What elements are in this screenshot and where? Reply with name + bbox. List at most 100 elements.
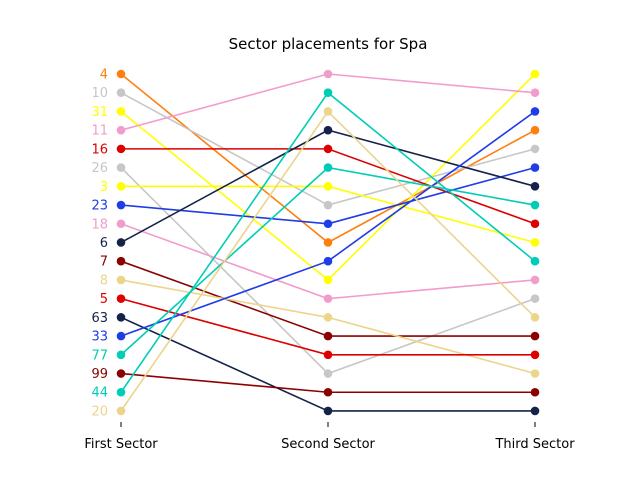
x-tick-label-0: First Sector — [84, 437, 158, 452]
chart-title: Sector placements for Spa — [229, 35, 428, 53]
point-3-0 — [116, 182, 126, 191]
series-26 — [116, 163, 540, 378]
point-99-2 — [530, 387, 540, 397]
point-63-0 — [116, 313, 126, 322]
point-77-2 — [530, 200, 540, 210]
point-31-2 — [530, 69, 540, 79]
series-20 — [116, 107, 540, 416]
point-23-1 — [323, 219, 333, 229]
series-label-6: 6 — [100, 236, 108, 251]
point-4-2 — [530, 125, 540, 135]
point-44-1 — [323, 88, 333, 98]
series-44 — [116, 88, 540, 397]
point-3-1 — [323, 182, 333, 191]
series-23 — [116, 163, 540, 229]
point-16-2 — [530, 219, 540, 229]
point-63-1 — [323, 406, 333, 416]
point-16-1 — [323, 144, 333, 154]
point-8-1 — [323, 313, 333, 322]
point-26-1 — [323, 369, 333, 378]
series-line-3 — [121, 185, 536, 244]
point-20-2 — [530, 313, 540, 322]
point-63-2 — [530, 406, 540, 416]
point-23-2 — [530, 163, 540, 172]
series-label-23: 23 — [91, 199, 108, 214]
point-23-0 — [116, 200, 126, 210]
series-label-5: 5 — [100, 292, 108, 307]
point-26-0 — [116, 163, 126, 172]
point-33-2 — [530, 107, 540, 116]
series-line-26 — [120, 167, 536, 375]
point-77-0 — [116, 350, 126, 360]
series-line-8 — [120, 279, 536, 375]
point-77-1 — [323, 163, 333, 172]
point-18-1 — [323, 294, 333, 303]
point-99-1 — [323, 387, 333, 397]
point-11-0 — [116, 125, 126, 135]
point-4-1 — [323, 238, 333, 247]
point-10-2 — [530, 144, 540, 154]
series-11 — [116, 69, 540, 135]
point-31-1 — [323, 275, 333, 285]
series-label-8: 8 — [100, 273, 108, 288]
point-7-2 — [530, 331, 540, 341]
x-tick-label-2: Third Sector — [494, 437, 575, 452]
point-5-2 — [530, 350, 540, 360]
point-11-2 — [530, 88, 540, 98]
point-18-2 — [530, 275, 540, 285]
point-99-0 — [116, 369, 126, 378]
point-20-1 — [323, 107, 333, 116]
point-31-0 — [116, 107, 126, 116]
series-label-33: 33 — [91, 330, 108, 345]
point-11-1 — [323, 69, 333, 79]
point-8-2 — [530, 369, 540, 378]
point-7-0 — [116, 256, 126, 266]
point-7-1 — [323, 331, 333, 341]
series-label-7: 7 — [100, 255, 108, 270]
series-layer — [116, 69, 540, 416]
series-5 — [116, 294, 540, 360]
point-44-0 — [116, 387, 126, 397]
point-3-2 — [530, 238, 540, 247]
series-6 — [116, 125, 540, 247]
series-label-18: 18 — [91, 217, 108, 232]
series-31 — [116, 69, 540, 285]
point-4-0 — [116, 69, 126, 79]
series-line-11 — [120, 73, 536, 131]
point-5-1 — [323, 350, 333, 360]
series-label-3: 3 — [100, 180, 108, 195]
point-10-0 — [116, 88, 126, 98]
series-label-44: 44 — [91, 386, 108, 401]
point-26-2 — [530, 294, 540, 303]
point-18-0 — [116, 219, 126, 229]
series-label-16: 16 — [91, 142, 108, 157]
series-line-31 — [120, 73, 536, 281]
point-8-0 — [116, 275, 126, 285]
series-label-11: 11 — [91, 124, 108, 139]
series-line-23 — [120, 166, 536, 225]
series-18 — [116, 219, 540, 303]
point-20-0 — [116, 406, 126, 416]
series-63 — [116, 313, 540, 416]
point-5-0 — [116, 294, 126, 303]
series-label-31: 31 — [91, 105, 108, 120]
series-99 — [116, 369, 540, 397]
series-label-77: 77 — [91, 348, 108, 363]
series-label-20: 20 — [91, 404, 108, 419]
series-label-63: 63 — [91, 311, 108, 326]
point-10-1 — [323, 200, 333, 210]
series-label-99: 99 — [91, 367, 108, 382]
series-7 — [116, 256, 540, 341]
point-33-1 — [323, 256, 333, 266]
point-44-2 — [530, 256, 540, 266]
x-tick-label-1: Second Sector — [281, 437, 375, 452]
point-6-1 — [323, 125, 333, 135]
series-line-5 — [120, 297, 535, 356]
point-16-0 — [116, 144, 126, 154]
series-label-26: 26 — [91, 161, 108, 176]
series-label-4: 4 — [100, 68, 108, 83]
series-16 — [116, 144, 540, 229]
x-axis: First Sector Second Sector Third Sector — [84, 422, 575, 452]
point-6-2 — [530, 182, 540, 191]
